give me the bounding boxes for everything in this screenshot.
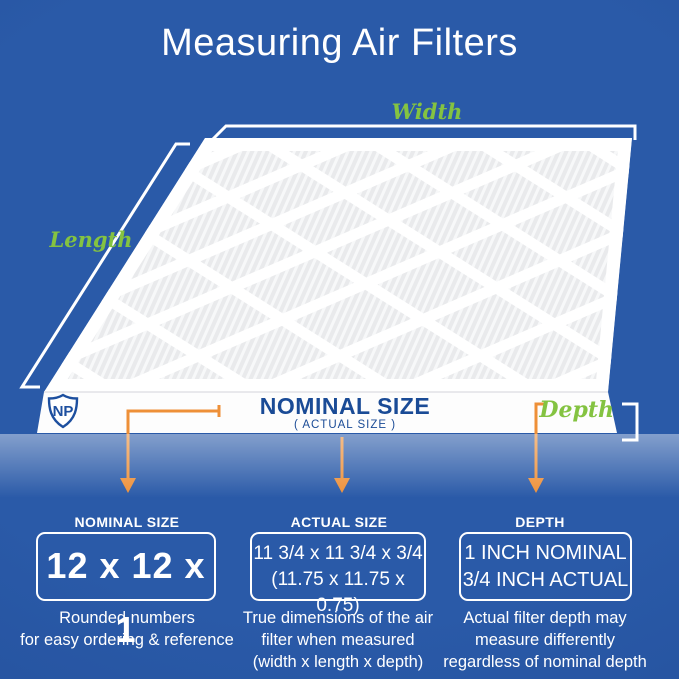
depth-value-actual: 3/4 INCH ACTUAL xyxy=(462,569,629,591)
actual-size-description: True dimensions of the air filter when m… xyxy=(242,609,434,671)
np-logo-text: NP xyxy=(53,403,74,420)
nominal-size-arrowhead xyxy=(120,478,136,493)
nominal-size-box: 12 x 12 x 1 xyxy=(36,532,216,650)
length-label: Length xyxy=(49,227,133,252)
column-header-nominal-size: NOMINAL SIZE xyxy=(74,514,180,530)
nominal-size-value: 12 x 12 x 1 xyxy=(46,545,206,650)
depth-value-nominal: 1 INCH NOMINAL xyxy=(464,542,627,564)
depth-arrowhead xyxy=(528,478,544,493)
front-band-label: NOMINAL SIZE xyxy=(259,393,431,419)
depth-box: 1 INCH NOMINAL 3/4 INCH ACTUAL xyxy=(459,532,632,601)
depth-connector xyxy=(534,402,547,478)
filter-lattice-ribs xyxy=(61,138,632,392)
nominal-size-connector xyxy=(126,405,221,478)
front-band-sublabel: ( ACTUAL SIZE ) xyxy=(293,419,397,431)
actual-size-box: 11 3/4 x 11 3/4 x 3/4 (11.75 x 11.75 x 0… xyxy=(250,532,426,616)
width-label: Width xyxy=(391,99,463,124)
width-bracket xyxy=(209,124,637,143)
length-bracket xyxy=(19,142,190,389)
np-logo: NP xyxy=(47,393,79,429)
column-header-depth: DEPTH xyxy=(515,514,565,530)
column-header-actual-size: ACTUAL SIZE xyxy=(290,514,388,530)
nominal-size-description: Rounded numbers for easy ordering & refe… xyxy=(20,609,234,649)
filter-front-band xyxy=(37,392,617,433)
depth-description: Actual filter depth may measure differen… xyxy=(443,609,647,671)
actual-size-value-fraction: 11 3/4 x 11 3/4 x 3/4 xyxy=(253,543,423,564)
reflection-band xyxy=(0,434,679,498)
depth-bracket xyxy=(622,402,639,442)
filter-frame-border xyxy=(44,138,632,392)
filter-top-face xyxy=(44,138,632,392)
actual-size-value-decimal: (11.75 x 11.75 x 0.75) xyxy=(271,569,405,616)
page-title: Measuring Air Filters xyxy=(161,22,518,64)
depth-label: Depth xyxy=(539,397,614,423)
actual-size-arrowhead xyxy=(334,478,350,493)
